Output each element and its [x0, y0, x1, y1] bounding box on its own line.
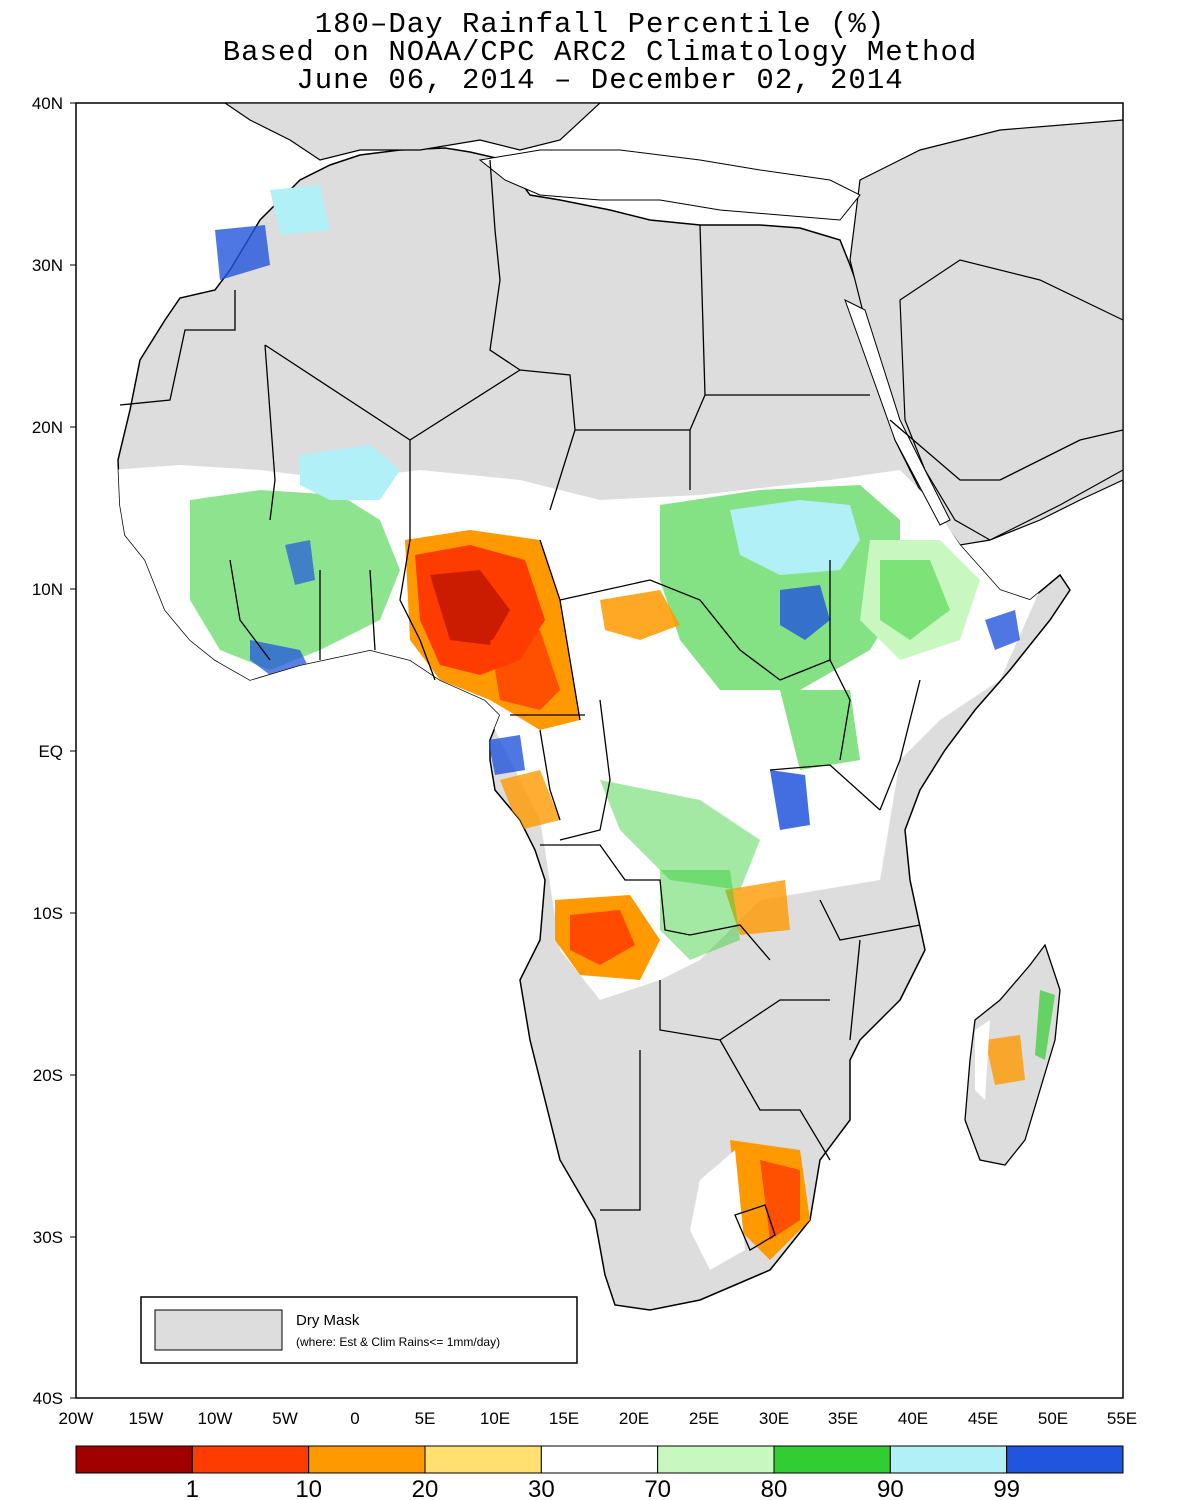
x-tick-label: 5E: [415, 1409, 436, 1428]
dry-mask-label: Dry Mask: [296, 1312, 360, 1329]
cameroon-dry-region: [490, 630, 560, 710]
mediterranean-sea: [478, 149, 861, 221]
colorbar-swatch: [424, 1445, 542, 1474]
nigeria-very-dry-region: [430, 570, 510, 645]
y-tick-label: 30N: [32, 256, 63, 275]
uganda-above-region: [780, 690, 860, 770]
red-sea: [844, 298, 951, 526]
x-tick-label: 45E: [968, 1409, 998, 1428]
x-axis: 20W 15W 10W 5W 0 5E 10E 15E 20E 25E 30E …: [59, 1409, 1138, 1428]
colorbar: 1 10 20 30 70 80 90 99: [75, 1445, 1124, 1500]
colorbar-swatch: [773, 1445, 891, 1474]
y-tick-label: 40N: [32, 94, 63, 113]
dry-mask-swatch: [154, 1309, 283, 1351]
angola-east-above: [660, 870, 740, 960]
colorbar-label: 20: [412, 1476, 439, 1500]
sudan-well-above-region: [730, 500, 860, 575]
car-below-region: [600, 590, 680, 640]
chart-title: 180–Day Rainfall Percentile (%): [314, 8, 886, 41]
colorbar-label: 70: [644, 1476, 671, 1500]
x-tick-label: 55E: [1107, 1409, 1137, 1428]
colorbar-label: 90: [877, 1476, 904, 1500]
horn-record-wet: [985, 610, 1020, 650]
east-congo-record-wet: [770, 770, 810, 830]
colorbar-swatch: [889, 1445, 1008, 1474]
colorbar-label: 1: [186, 1476, 199, 1500]
x-tick-label: 15W: [129, 1409, 164, 1428]
x-tick-label: 15E: [549, 1409, 579, 1428]
colorbar-swatch: [191, 1445, 310, 1474]
chart-subtitle-method: Based on NOAA/CPC ARC2 Climatology Metho…: [222, 36, 978, 69]
south-sudan-record-wet: [780, 585, 830, 640]
x-tick-label: 50E: [1038, 1409, 1068, 1428]
lesotho-border: [734, 1204, 776, 1251]
colorbar-label: 99: [993, 1476, 1020, 1500]
y-tick-label: 30S: [33, 1228, 63, 1247]
morocco-well-above: [270, 185, 330, 235]
x-tick-label: 20E: [619, 1409, 649, 1428]
y-tick-label: 20S: [33, 1066, 63, 1085]
madagascar-below-region: [985, 1035, 1025, 1085]
colorbar-swatch: [308, 1445, 426, 1474]
y-tick-label: 10N: [32, 580, 63, 599]
arabian-peninsula: [899, 259, 1123, 541]
x-tick-label: 0: [350, 1409, 359, 1428]
ethiopia-green-region: [880, 560, 950, 640]
guinea-coast-record-wet: [250, 640, 310, 675]
colorbar-label: 10: [295, 1476, 322, 1500]
colorbar-label: 80: [761, 1476, 788, 1500]
dry-mask-note: (where: Est & Clim Rains<= 1mm/day): [296, 1335, 500, 1349]
angola-dry-region: [570, 910, 635, 965]
x-tick-label: 30E: [759, 1409, 789, 1428]
country-borders: [119, 159, 1123, 1211]
chart-subtitle-dates: June 06, 2014 – December 02, 2014: [296, 64, 904, 97]
gabon-record-wet: [488, 735, 525, 775]
congo-above-region: [600, 780, 760, 890]
madagascar-normal-region: [975, 1020, 990, 1100]
x-tick-label: 20W: [59, 1409, 94, 1428]
y-tick-label: EQ: [38, 742, 63, 761]
sahel-north-well-above: [300, 445, 400, 500]
x-tick-label: 40E: [898, 1409, 928, 1428]
x-tick-label: 10W: [198, 1409, 233, 1428]
ivory-coast-record-wet: [285, 540, 315, 585]
x-tick-label: 10E: [480, 1409, 510, 1428]
x-tick-label: 35E: [828, 1409, 858, 1428]
europe-landmass: [223, 103, 601, 161]
colorbar-label: 30: [528, 1476, 555, 1500]
y-axis: 40N 30N 20N 10N EQ 10S 20S 30S 40S: [32, 94, 76, 1408]
y-tick-label: 40S: [33, 1389, 63, 1408]
colorbar-swatch: [1006, 1445, 1124, 1474]
morocco-record-wet: [215, 225, 270, 280]
x-tick-label: 5W: [272, 1409, 298, 1428]
y-tick-label: 20N: [32, 418, 63, 437]
dry-mask-legend: Dry Mask (where: Est & Clim Rains<= 1mm/…: [140, 1296, 578, 1364]
zambia-below-region: [725, 880, 790, 935]
y-tick-label: 10S: [33, 904, 63, 923]
x-tick-label: 25E: [689, 1409, 719, 1428]
colorbar-swatch: [75, 1445, 193, 1474]
colorbar-swatch: [657, 1445, 775, 1474]
madagascar-east-above: [1035, 990, 1055, 1060]
south-africa-normal-region: [690, 1150, 745, 1270]
colorbar-swatch: [540, 1445, 659, 1474]
